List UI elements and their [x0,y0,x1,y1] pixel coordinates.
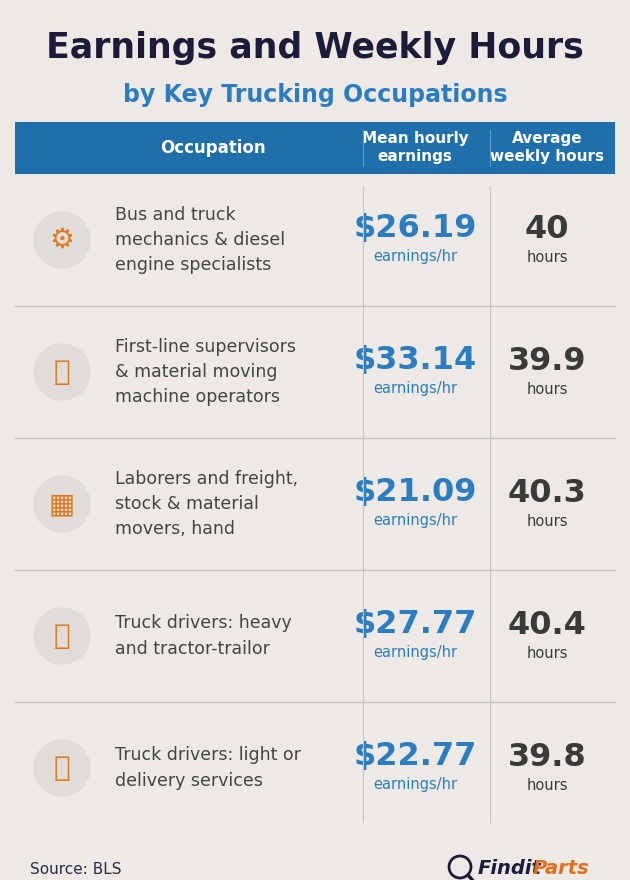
Text: Earnings and Weekly Hours: Earnings and Weekly Hours [46,31,584,65]
Circle shape [34,608,90,664]
Text: hours: hours [526,514,568,529]
Text: hours: hours [526,646,568,661]
Text: Truck drivers: light or
delivery services: Truck drivers: light or delivery service… [115,746,301,789]
Text: $33.14: $33.14 [353,346,477,377]
Text: Findit: Findit [478,860,542,878]
Text: Occupation: Occupation [160,139,266,157]
Text: $22.77: $22.77 [353,742,477,773]
Circle shape [34,740,90,796]
Text: $27.77: $27.77 [353,610,477,641]
Text: earnings/hr: earnings/hr [373,778,457,793]
Text: by Key Trucking Occupations: by Key Trucking Occupations [123,83,507,107]
Text: ⚙: ⚙ [50,226,74,254]
Circle shape [34,476,90,532]
Text: Parts: Parts [533,860,590,878]
Text: Laborers and freight,
stock & material
movers, hand: Laborers and freight, stock & material m… [115,470,298,538]
Text: Mean hourly
earnings: Mean hourly earnings [362,131,468,165]
FancyBboxPatch shape [15,570,615,702]
Text: Bus and truck
mechanics & diesel
engine specialists: Bus and truck mechanics & diesel engine … [115,206,285,274]
Text: $21.09: $21.09 [353,478,477,509]
Text: hours: hours [526,382,568,397]
Text: 🚛: 🚛 [54,622,71,650]
Text: 39.9: 39.9 [508,346,587,377]
Text: 🚐: 🚐 [54,754,71,782]
FancyBboxPatch shape [15,122,615,174]
Text: Truck drivers: heavy
and tractor-trailor: Truck drivers: heavy and tractor-trailor [115,614,292,657]
Text: earnings/hr: earnings/hr [373,382,457,397]
Text: 40: 40 [525,214,570,245]
FancyBboxPatch shape [15,174,615,306]
Text: hours: hours [526,250,568,265]
Text: ▦: ▦ [49,490,75,518]
Text: hours: hours [526,778,568,793]
Text: 40.4: 40.4 [508,610,587,641]
Circle shape [34,212,90,268]
FancyBboxPatch shape [15,702,615,834]
Text: earnings/hr: earnings/hr [373,514,457,529]
FancyBboxPatch shape [15,438,615,570]
Text: 39.8: 39.8 [508,742,587,773]
Text: earnings/hr: earnings/hr [373,646,457,661]
Text: earnings/hr: earnings/hr [373,250,457,265]
Text: Source: BLS: Source: BLS [30,862,122,876]
Text: Average
weekly hours: Average weekly hours [490,131,604,165]
Text: First-line supervisors
& material moving
machine operators: First-line supervisors & material moving… [115,338,296,406]
Text: 40.3: 40.3 [508,478,587,509]
Circle shape [34,344,90,400]
Text: $26.19: $26.19 [353,214,477,245]
Text: ⬛: ⬛ [54,358,71,386]
FancyBboxPatch shape [15,306,615,438]
